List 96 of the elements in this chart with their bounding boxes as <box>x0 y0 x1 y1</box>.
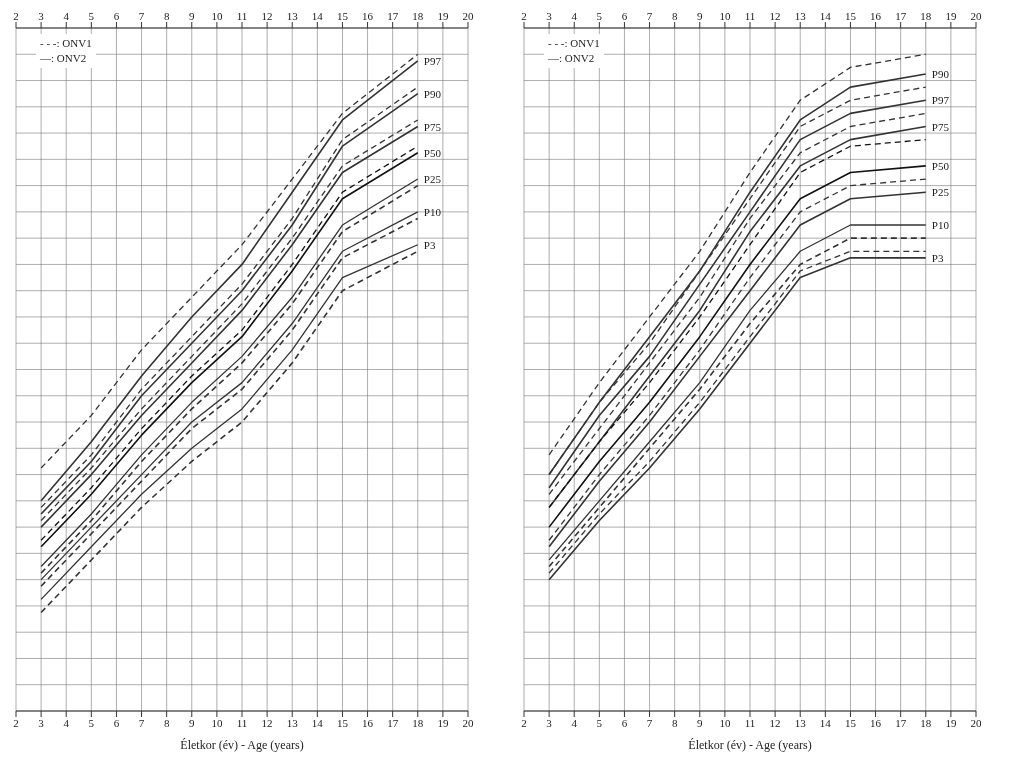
x-tick-label: 10 <box>211 716 223 729</box>
x2-tick-label: 13 <box>286 10 299 22</box>
annotation: —: ONV2 <box>548 51 596 66</box>
series-label: P10 <box>423 205 442 218</box>
series-label: P25 <box>931 186 950 199</box>
x2-tick-label: 7 <box>138 10 145 22</box>
x2-tick-label: 15 <box>336 10 349 22</box>
x-tick-label: 17 <box>895 716 907 729</box>
x2-tick-label: 20 <box>970 10 982 22</box>
series-label: P3 <box>931 251 944 264</box>
x2-tick-label: 12 <box>261 10 273 22</box>
series-label: P90 <box>931 67 950 80</box>
x2-tick-label: 4 <box>571 10 578 22</box>
series-label: P50 <box>423 146 442 159</box>
x2-tick-label: 9 <box>189 10 196 22</box>
x-axis-title: Életkor (év) - Age (years) <box>180 738 304 752</box>
x2-tick-label: 9 <box>697 10 704 22</box>
x2-tick-label: 19 <box>945 10 957 22</box>
x-tick-label: 3 <box>38 716 45 729</box>
x-tick-label: 19 <box>437 716 449 729</box>
x-tick-label: 14 <box>819 716 832 729</box>
x-tick-label: 19 <box>945 716 957 729</box>
x2-tick-label: 16 <box>362 10 374 22</box>
x-tick-label: 8 <box>671 716 678 729</box>
x2-tick-label: 5 <box>596 10 603 22</box>
series-label: P3 <box>423 238 436 251</box>
x-tick-label: 18 <box>920 716 932 729</box>
x2-tick-label: 8 <box>671 10 678 22</box>
x-tick-label: 9 <box>697 716 704 729</box>
x-tick-label: 2 <box>13 716 19 729</box>
x2-tick-label: 10 <box>719 10 731 22</box>
x2-tick-label: 18 <box>412 10 424 22</box>
x2-tick-label: 15 <box>844 10 857 22</box>
x-tick-label: 13 <box>286 716 299 729</box>
x-tick-label: 10 <box>719 716 731 729</box>
x-tick-label: 17 <box>387 716 399 729</box>
series-label: P97 <box>423 54 442 67</box>
x2-tick-label: 12 <box>769 10 781 22</box>
x-tick-label: 3 <box>546 716 553 729</box>
x2-tick-label: 13 <box>794 10 807 22</box>
x2-tick-label: 3 <box>546 10 553 22</box>
annotation: —: ONV2 <box>40 51 88 66</box>
x-tick-label: 12 <box>769 716 781 729</box>
x-tick-label: 14 <box>311 716 324 729</box>
series-label: P90 <box>423 87 442 100</box>
x2-tick-label: 11 <box>236 10 248 22</box>
x-tick-label: 4 <box>63 716 70 729</box>
x-tick-label: 6 <box>113 716 120 729</box>
x2-tick-label: 5 <box>88 10 95 22</box>
x2-tick-label: 17 <box>387 10 399 22</box>
x-tick-label: 16 <box>362 716 374 729</box>
x2-tick-label: 7 <box>646 10 653 22</box>
series-label: P97 <box>931 94 950 107</box>
series-label: P75 <box>423 120 442 133</box>
x-tick-label: 13 <box>794 716 807 729</box>
x2-tick-label: 18 <box>920 10 932 22</box>
x2-tick-label: 6 <box>113 10 120 22</box>
x-tick-label: 8 <box>163 716 170 729</box>
x2-tick-label: 14 <box>819 10 832 22</box>
x2-tick-label: 2 <box>13 10 19 22</box>
x2-tick-label: 14 <box>311 10 324 22</box>
x-tick-label: 4 <box>571 716 578 729</box>
x-tick-label: 6 <box>621 716 628 729</box>
x2-tick-label: 4 <box>63 10 70 22</box>
x-tick-label: 7 <box>138 716 145 729</box>
x2-tick-label: 3 <box>38 10 45 22</box>
x-axis-title: Életkor (év) - Age (years) <box>688 738 812 752</box>
x-tick-label: 11 <box>236 716 248 729</box>
series-label: P25 <box>423 173 442 186</box>
x-tick-label: 11 <box>744 716 756 729</box>
x2-tick-label: 11 <box>744 10 756 22</box>
x-tick-label: 20 <box>462 716 474 729</box>
x2-tick-label: 17 <box>895 10 907 22</box>
x2-tick-label: 19 <box>437 10 449 22</box>
x-tick-label: 15 <box>844 716 857 729</box>
x-tick-label: 18 <box>412 716 424 729</box>
series-label: P10 <box>931 219 950 232</box>
x-tick-label: 16 <box>870 716 882 729</box>
x-tick-label: 5 <box>596 716 603 729</box>
x2-tick-label: 20 <box>462 10 474 22</box>
x-tick-label: 7 <box>646 716 653 729</box>
x-tick-label: 2 <box>521 716 527 729</box>
x2-tick-label: 6 <box>621 10 628 22</box>
text: - - -: ONV1 <box>548 36 600 51</box>
x-tick-label: 12 <box>261 716 273 729</box>
series-label: P50 <box>931 159 950 172</box>
x-tick-label: 20 <box>970 716 982 729</box>
x2-tick-label: 8 <box>163 10 170 22</box>
text: - - -: ONV1 <box>40 36 92 51</box>
x2-tick-label: 2 <box>521 10 527 22</box>
x2-tick-label: 16 <box>870 10 882 22</box>
x-tick-label: 5 <box>88 716 95 729</box>
series-label: P75 <box>931 120 950 133</box>
x-tick-label: 15 <box>336 716 349 729</box>
x2-tick-label: 10 <box>211 10 223 22</box>
x-tick-label: 9 <box>189 716 196 729</box>
